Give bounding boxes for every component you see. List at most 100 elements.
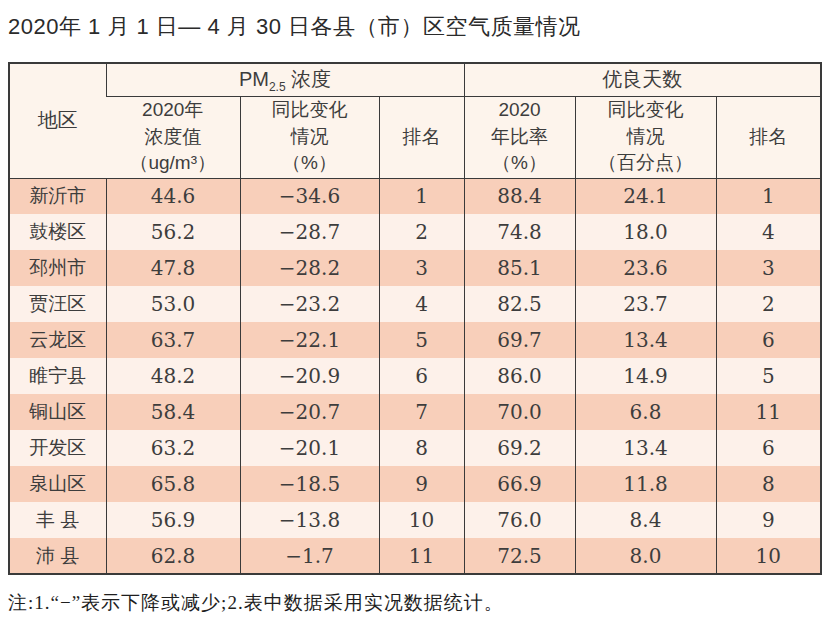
pm-rank-cell: 9 <box>379 466 464 502</box>
good-ratio-cell: 69.2 <box>464 430 575 466</box>
pm-change-cell: −13.8 <box>240 502 379 538</box>
region-cell: 丰 县 <box>9 502 106 538</box>
pm-value-cell: 62.8 <box>106 538 240 574</box>
pm-change-cell: −22.1 <box>240 322 379 358</box>
region-cell: 开发区 <box>9 430 106 466</box>
good-ratio-cell: 70.0 <box>464 394 575 430</box>
good-ratio-cell: 82.5 <box>464 286 575 322</box>
region-cell: 新沂市 <box>9 178 106 214</box>
pm-value-cell: 53.0 <box>106 286 240 322</box>
pm-rank-cell: 5 <box>379 322 464 358</box>
good-ratio-cell: 74.8 <box>464 214 575 250</box>
good-rank-cell: 5 <box>716 358 821 394</box>
good-change-cell: 18.0 <box>575 214 716 250</box>
header-sub-row: 2020年 浓度值 （ug/m³） 同比变化 情况 （%） 排名 2020 年比… <box>9 96 821 178</box>
good-rank-cell: 3 <box>716 250 821 286</box>
good-change-cell: 6.8 <box>575 394 716 430</box>
pm-value-cell: 56.9 <box>106 502 240 538</box>
pm-rank-cell: 3 <box>379 250 464 286</box>
good-rank-cell: 9 <box>716 502 821 538</box>
table-row: 云龙区63.7−22.1569.713.46 <box>9 322 821 358</box>
good-rank-cell: 10 <box>716 538 821 574</box>
header-good-change: 同比变化 情况 （百分点） <box>575 96 716 178</box>
good-ratio-cell: 66.9 <box>464 466 575 502</box>
pm-change-cell: −1.7 <box>240 538 379 574</box>
good-ratio-cell: 69.7 <box>464 322 575 358</box>
table-row: 丰 县56.9−13.81076.08.49 <box>9 502 821 538</box>
pm-change-cell: −28.7 <box>240 214 379 250</box>
pm-change-cell: −23.2 <box>240 286 379 322</box>
good-ratio-cell: 85.1 <box>464 250 575 286</box>
good-rank-cell: 6 <box>716 430 821 466</box>
region-cell: 鼓楼区 <box>9 214 106 250</box>
pm-change-cell: −34.6 <box>240 178 379 214</box>
header-good-ratio: 2020 年比率 （%） <box>464 96 575 178</box>
pm25-label-subscript: 2.5 <box>269 80 286 94</box>
good-rank-cell: 11 <box>716 394 821 430</box>
pm-change-cell: −20.9 <box>240 358 379 394</box>
region-cell: 铜山区 <box>9 394 106 430</box>
header-pm-change: 同比变化 情况 （%） <box>240 96 379 178</box>
table-row: 新沂市44.6−34.6188.424.11 <box>9 178 821 214</box>
region-cell: 泉山区 <box>9 466 106 502</box>
pm-value-cell: 63.2 <box>106 430 240 466</box>
pm-rank-cell: 1 <box>379 178 464 214</box>
pm-value-cell: 48.2 <box>106 358 240 394</box>
good-rank-cell: 1 <box>716 178 821 214</box>
header-pm-value: 2020年 浓度值 （ug/m³） <box>106 96 240 178</box>
pm-value-cell: 63.7 <box>106 322 240 358</box>
pm-value-cell: 47.8 <box>106 250 240 286</box>
good-rank-cell: 8 <box>716 466 821 502</box>
table-body: 新沂市44.6−34.6188.424.11鼓楼区56.2−28.7274.81… <box>9 178 821 574</box>
page: { "page": { "title": "2020年 1 月 1 日— 4 月… <box>0 0 825 620</box>
table-row: 泉山区65.8−18.5966.911.88 <box>9 466 821 502</box>
pm-value-cell: 58.4 <box>106 394 240 430</box>
header-group-pm25: PM2.5 浓度 <box>106 63 464 96</box>
good-change-cell: 8.0 <box>575 538 716 574</box>
region-cell: 沛 县 <box>9 538 106 574</box>
good-change-cell: 13.4 <box>575 430 716 466</box>
region-cell: 邳州市 <box>9 250 106 286</box>
region-cell: 云龙区 <box>9 322 106 358</box>
good-change-cell: 8.4 <box>575 502 716 538</box>
region-cell: 睢宁县 <box>9 358 106 394</box>
table-row: 铜山区58.4−20.7770.06.811 <box>9 394 821 430</box>
good-change-cell: 23.7 <box>575 286 716 322</box>
good-change-cell: 23.6 <box>575 250 716 286</box>
good-ratio-cell: 72.5 <box>464 538 575 574</box>
header-region: 地区 <box>9 63 106 178</box>
region-cell: 贾汪区 <box>9 286 106 322</box>
good-rank-cell: 6 <box>716 322 821 358</box>
table-row: 开发区63.2−20.1869.213.46 <box>9 430 821 466</box>
pm-rank-cell: 6 <box>379 358 464 394</box>
good-ratio-cell: 76.0 <box>464 502 575 538</box>
pm25-label-prefix: PM <box>239 68 269 90</box>
table-row: 贾汪区53.0−23.2482.523.72 <box>9 286 821 322</box>
footnote: 注:1.“−”表示下降或减少;2.表中数据采用实况数据统计。 <box>8 590 819 616</box>
header-group-good-days: 优良天数 <box>464 63 821 96</box>
good-change-cell: 24.1 <box>575 178 716 214</box>
pm-change-cell: −20.1 <box>240 430 379 466</box>
content-area: 2020年 1 月 1 日— 4 月 30 日各县（市）区空气质量情况 地区 P… <box>0 0 825 616</box>
header-group-row: 地区 PM2.5 浓度 优良天数 <box>9 63 821 96</box>
pm-rank-cell: 11 <box>379 538 464 574</box>
pm-value-cell: 65.8 <box>106 466 240 502</box>
pm-change-cell: −20.7 <box>240 394 379 430</box>
good-change-cell: 14.9 <box>575 358 716 394</box>
table-row: 鼓楼区56.2−28.7274.818.04 <box>9 214 821 250</box>
good-rank-cell: 4 <box>716 214 821 250</box>
header-pm-rank: 排名 <box>379 96 464 178</box>
good-change-cell: 11.8 <box>575 466 716 502</box>
table-row: 邳州市47.8−28.2385.123.63 <box>9 250 821 286</box>
pm-change-cell: −18.5 <box>240 466 379 502</box>
table-row: 睢宁县48.2−20.9686.014.95 <box>9 358 821 394</box>
pm-rank-cell: 7 <box>379 394 464 430</box>
good-ratio-cell: 86.0 <box>464 358 575 394</box>
page-title: 2020年 1 月 1 日— 4 月 30 日各县（市）区空气质量情况 <box>8 12 819 42</box>
air-quality-table: 地区 PM2.5 浓度 优良天数 2020年 浓度值 （ug/m³） 同比变化 … <box>8 62 822 575</box>
good-ratio-cell: 88.4 <box>464 178 575 214</box>
pm-value-cell: 44.6 <box>106 178 240 214</box>
good-change-cell: 13.4 <box>575 322 716 358</box>
pm-rank-cell: 4 <box>379 286 464 322</box>
pm-rank-cell: 8 <box>379 430 464 466</box>
